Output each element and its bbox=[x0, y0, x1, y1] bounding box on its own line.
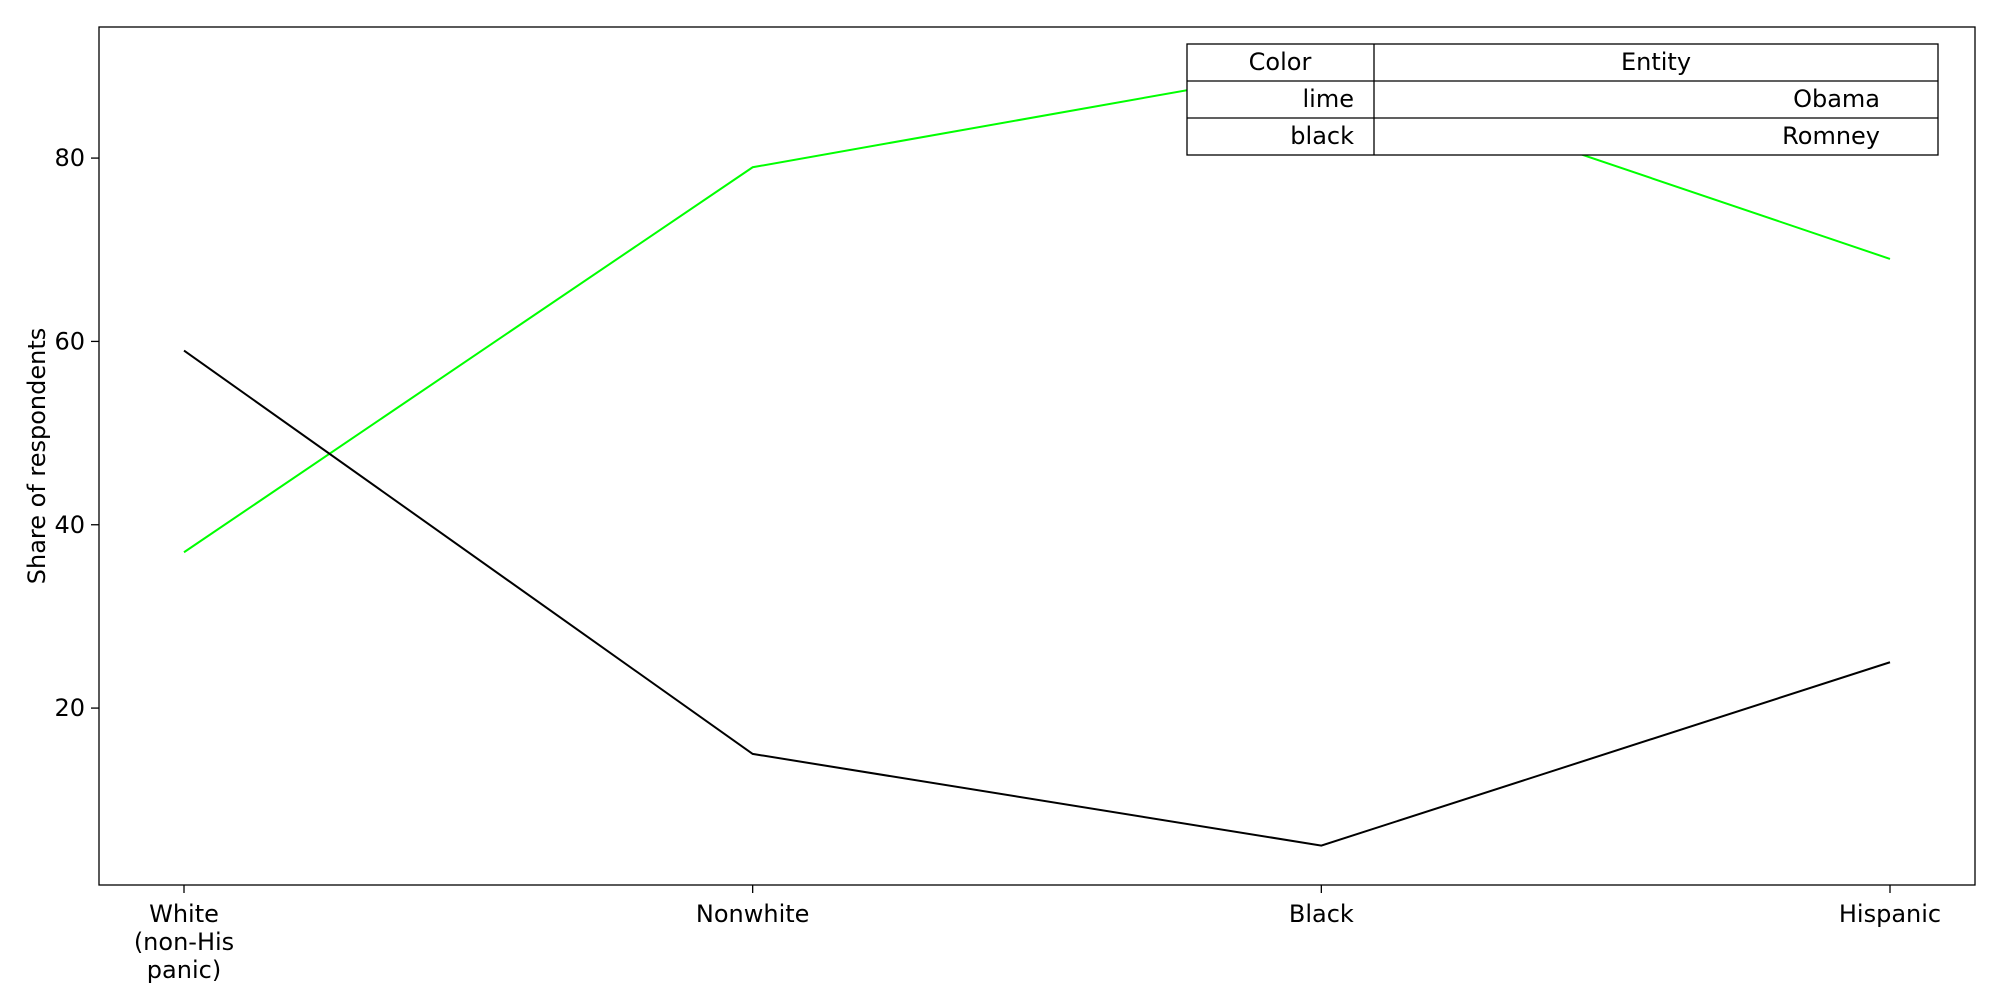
legend-row-color: lime bbox=[1303, 85, 1354, 113]
legend-row-color: black bbox=[1290, 122, 1354, 150]
y-tick-label: 40 bbox=[54, 511, 85, 539]
series-line-romney bbox=[183, 349, 1891, 847]
plot-frame bbox=[98, 26, 1976, 886]
legend-table: Color Entity lime Obama black Romney bbox=[1186, 43, 1939, 156]
x-tick-label-line: Nonwhite bbox=[696, 900, 810, 928]
x-tick-label: Nonwhite bbox=[696, 900, 810, 928]
series-line-obama bbox=[183, 65, 1891, 554]
series-layer bbox=[183, 65, 1891, 847]
y-tick-label: 20 bbox=[54, 694, 85, 722]
x-tick-label-line: White bbox=[149, 900, 219, 928]
y-axis: 20 40 60 80 bbox=[54, 144, 99, 722]
x-tick-label-line: Hispanic bbox=[1839, 900, 1941, 928]
x-tick-label: Hispanic bbox=[1839, 900, 1941, 928]
x-tick-label-line: Black bbox=[1289, 900, 1354, 928]
legend-header-color: Color bbox=[1249, 48, 1312, 76]
x-tick-label: Black bbox=[1289, 900, 1354, 928]
x-tick-label-line: (non-His bbox=[134, 928, 234, 956]
legend-header-entity: Entity bbox=[1621, 48, 1691, 76]
legend-row-entity: Obama bbox=[1793, 85, 1880, 113]
x-axis: White (non-His panic) Nonwhite Black Hispanic bbox=[134, 885, 1941, 984]
y-tick-label: 80 bbox=[54, 144, 85, 172]
x-tick-label-line: panic) bbox=[147, 956, 221, 984]
y-axis-label: Share of respondents bbox=[23, 328, 51, 585]
x-tick-label: White (non-His panic) bbox=[134, 900, 234, 984]
y-tick-label: 60 bbox=[54, 327, 85, 355]
legend-border bbox=[1186, 43, 1939, 156]
legend-row-entity: Romney bbox=[1782, 122, 1880, 150]
